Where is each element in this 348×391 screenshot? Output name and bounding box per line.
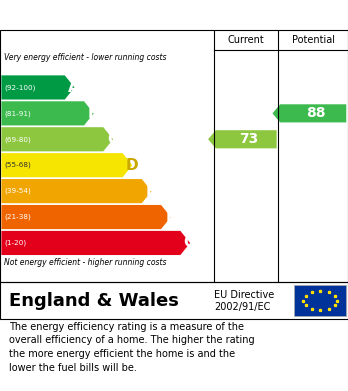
Polygon shape: [1, 179, 152, 203]
Text: D: D: [126, 158, 138, 173]
Text: (21-38): (21-38): [4, 214, 31, 220]
Text: G: G: [183, 235, 196, 251]
Text: Energy Efficiency Rating: Energy Efficiency Rating: [9, 7, 219, 23]
Text: Very energy efficient - lower running costs: Very energy efficient - lower running co…: [4, 53, 167, 62]
Polygon shape: [1, 205, 171, 229]
Polygon shape: [1, 75, 74, 100]
Text: F: F: [165, 210, 175, 224]
Text: The energy efficiency rating is a measure of the
overall efficiency of a home. T: The energy efficiency rating is a measur…: [9, 322, 254, 373]
Text: A: A: [68, 80, 80, 95]
Text: EU Directive: EU Directive: [214, 290, 274, 300]
Text: E: E: [146, 184, 156, 199]
Text: Current: Current: [228, 35, 264, 45]
Text: England & Wales: England & Wales: [9, 292, 179, 310]
Text: Potential: Potential: [292, 35, 335, 45]
Polygon shape: [208, 130, 277, 148]
Polygon shape: [1, 153, 132, 177]
Text: (55-68): (55-68): [4, 162, 31, 169]
Text: (92-100): (92-100): [4, 84, 35, 91]
Text: Not energy efficient - higher running costs: Not energy efficient - higher running co…: [4, 258, 167, 267]
Text: 73: 73: [239, 132, 259, 146]
Text: C: C: [107, 132, 118, 147]
Text: 2002/91/EC: 2002/91/EC: [214, 302, 270, 312]
Polygon shape: [1, 101, 94, 126]
Bar: [294, 285, 346, 316]
Text: (69-80): (69-80): [4, 136, 31, 143]
Polygon shape: [1, 127, 113, 151]
Text: 88: 88: [306, 106, 326, 120]
Text: (1-20): (1-20): [4, 240, 26, 246]
Text: B: B: [87, 106, 99, 121]
Polygon shape: [1, 231, 190, 255]
Text: (39-54): (39-54): [4, 188, 31, 194]
Polygon shape: [272, 104, 346, 122]
Text: (81-91): (81-91): [4, 110, 31, 117]
